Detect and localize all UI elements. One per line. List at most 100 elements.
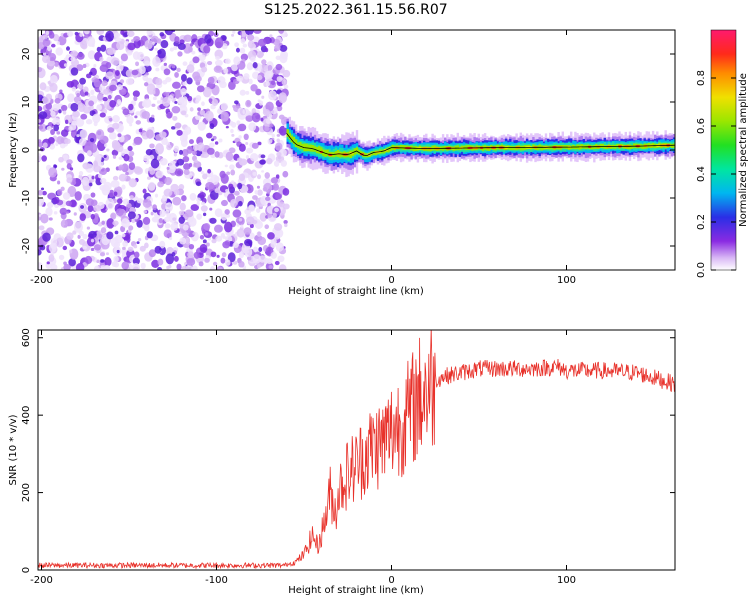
signal-band-cell [496,144,499,150]
noise-speck [127,246,134,252]
noise-speck [67,31,74,37]
noise-speck [100,177,107,184]
noise-speck [171,106,181,114]
noise-speck [53,196,60,204]
signal-band-cell [326,149,329,157]
noise-speck [270,251,277,259]
noise-speck [248,232,255,240]
noise-speck [46,261,50,265]
noise-speck [220,102,228,111]
noise-speck [231,33,235,37]
noise-speck [207,76,215,85]
noise-speck [266,70,270,75]
noise-speck [173,145,180,153]
signal-band-cell [477,145,480,150]
noise-speck [154,193,159,198]
noise-speck [243,133,249,141]
noise-speck [198,261,204,267]
noise-speck [46,126,52,131]
noise-speck [151,259,160,268]
noise-speck [246,147,254,154]
noise-speck [101,220,105,225]
noise-speck [55,47,63,56]
noise-speck [119,65,124,70]
noise-speck [45,262,52,269]
noise-speck [199,192,206,199]
noise-speck [162,96,171,107]
noise-speck [268,90,277,101]
noise-speck [116,198,123,205]
noise-speck [82,233,88,240]
noise-speck [58,109,62,114]
noise-speck [225,188,229,193]
noise-speck [89,182,93,187]
noise-speck [238,143,246,152]
spectrogram-x-tick-label: 100 [557,275,576,286]
noise-speck [49,74,58,85]
noise-speck [239,47,246,54]
snr-y-label: SNR (10 * v/v) [8,414,19,485]
noise-speck [52,103,60,111]
noise-speck [261,95,265,99]
noise-speck [265,196,271,201]
noise-speck [105,62,112,69]
spectrogram-x-tick-label: -100 [205,275,228,286]
noise-speck [170,222,179,231]
noise-speck [188,46,193,53]
noise-speck [152,204,157,211]
noise-speck [148,249,156,258]
spectrogram-y-tick-label: 10 [21,96,32,109]
noise-speck [282,170,289,178]
noise-speck [274,44,281,52]
noise-speck [103,181,112,191]
signal-band-cell [540,145,543,151]
signal-band-cell [402,144,405,150]
noise-speck [113,191,118,197]
snr-y-tick-label: 0 [21,567,32,573]
noise-speck [143,155,150,162]
noise-speck [205,110,214,122]
noise-speck [212,261,218,266]
noise-speck [59,207,68,215]
noise-speck [272,212,277,219]
noise-speck [225,125,229,129]
noise-speck [66,80,75,88]
signal-band-cell [633,143,636,148]
signal-band-cell [318,146,321,154]
noise-speck [176,67,181,73]
noise-speck [47,202,54,208]
noise-speck [55,142,59,147]
noise-speck [80,113,88,120]
noise-speck [165,76,172,83]
noise-speck [42,190,47,196]
noise-speck [45,207,53,217]
noise-speck [96,46,102,53]
noise-speck [131,218,136,224]
noise-speck [123,153,130,162]
signal-band-cell [670,143,674,149]
noise-speck [82,245,87,250]
colorbar-ticks: 0.0 0.2 0.4 0.6 0.8 [696,70,736,278]
noise-speck [228,183,234,190]
noise-speck [276,133,281,137]
noise-speck [172,217,177,221]
noise-speck [237,123,247,132]
noise-speck [240,224,244,229]
noise-speck [199,243,208,253]
spectrogram-y-tick-label: -10 [21,190,32,206]
signal-band-cell [513,146,516,150]
noise-speck [269,34,273,38]
noise-speck [66,159,73,165]
signal-trace [286,132,675,156]
noise-speck [136,241,140,244]
noise-speck [230,169,236,176]
noise-speck [69,123,77,131]
noise-speck [186,258,196,266]
noise-speck [108,117,113,122]
noise-speck [166,265,170,270]
noise-speck [206,132,213,139]
noise-speck [159,209,166,218]
noise-speck [205,181,215,190]
noise-speck [254,190,259,195]
noise-speck [244,30,254,36]
